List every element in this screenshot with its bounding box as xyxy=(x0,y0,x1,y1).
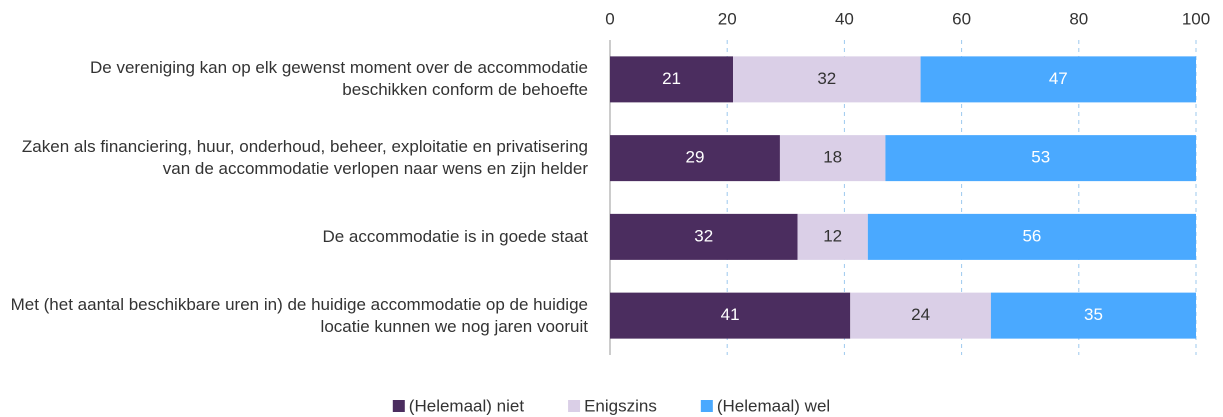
legend-swatch xyxy=(568,400,581,412)
value-label: 32 xyxy=(817,69,836,88)
bar-segment xyxy=(610,292,851,339)
value-label: 56 xyxy=(1022,226,1041,245)
x-tick-label: 100 xyxy=(1182,9,1210,28)
legend-label: Enigszins xyxy=(584,396,657,415)
legend-label: (Helemaal) niet xyxy=(409,396,525,415)
category-label: Met (het aantal beschikbare uren in) de … xyxy=(10,294,588,336)
bar-segment xyxy=(797,213,868,260)
value-label: 21 xyxy=(662,69,681,88)
bar-segment xyxy=(867,213,1196,260)
category-label: Zaken als financiering, huur, onderhoud,… xyxy=(21,137,588,179)
legend-swatch xyxy=(700,400,713,412)
bar-segment xyxy=(610,56,734,103)
value-label: 29 xyxy=(686,148,705,167)
bar-segment xyxy=(990,292,1196,339)
value-label: 24 xyxy=(911,305,930,324)
x-tick-label: 40 xyxy=(835,9,854,28)
legend-swatch xyxy=(392,400,405,412)
value-label: 12 xyxy=(823,226,842,245)
bar-segment xyxy=(610,135,780,182)
x-tick-label: 80 xyxy=(1069,9,1088,28)
value-label: 41 xyxy=(721,305,740,324)
category-label: De accommodatie is in goede staat xyxy=(322,226,588,246)
value-label: 53 xyxy=(1031,148,1050,167)
bar-segment xyxy=(850,292,991,339)
value-label: 47 xyxy=(1049,69,1068,88)
bar-segment xyxy=(885,135,1196,182)
legend-label: (Helemaal) wel xyxy=(717,396,830,415)
bar-segment xyxy=(610,213,798,260)
value-label: 35 xyxy=(1084,305,1103,324)
x-tick-label: 20 xyxy=(718,9,737,28)
x-tick-label: 60 xyxy=(952,9,971,28)
value-label: 18 xyxy=(823,148,842,167)
value-label: 32 xyxy=(694,226,713,245)
category-label: De vereniging kan op elk gewenst moment … xyxy=(90,58,588,100)
x-tick-label: 0 xyxy=(605,9,614,28)
bar-segment xyxy=(920,56,1196,103)
bar-segment xyxy=(733,56,921,103)
bar-segment xyxy=(779,135,886,182)
